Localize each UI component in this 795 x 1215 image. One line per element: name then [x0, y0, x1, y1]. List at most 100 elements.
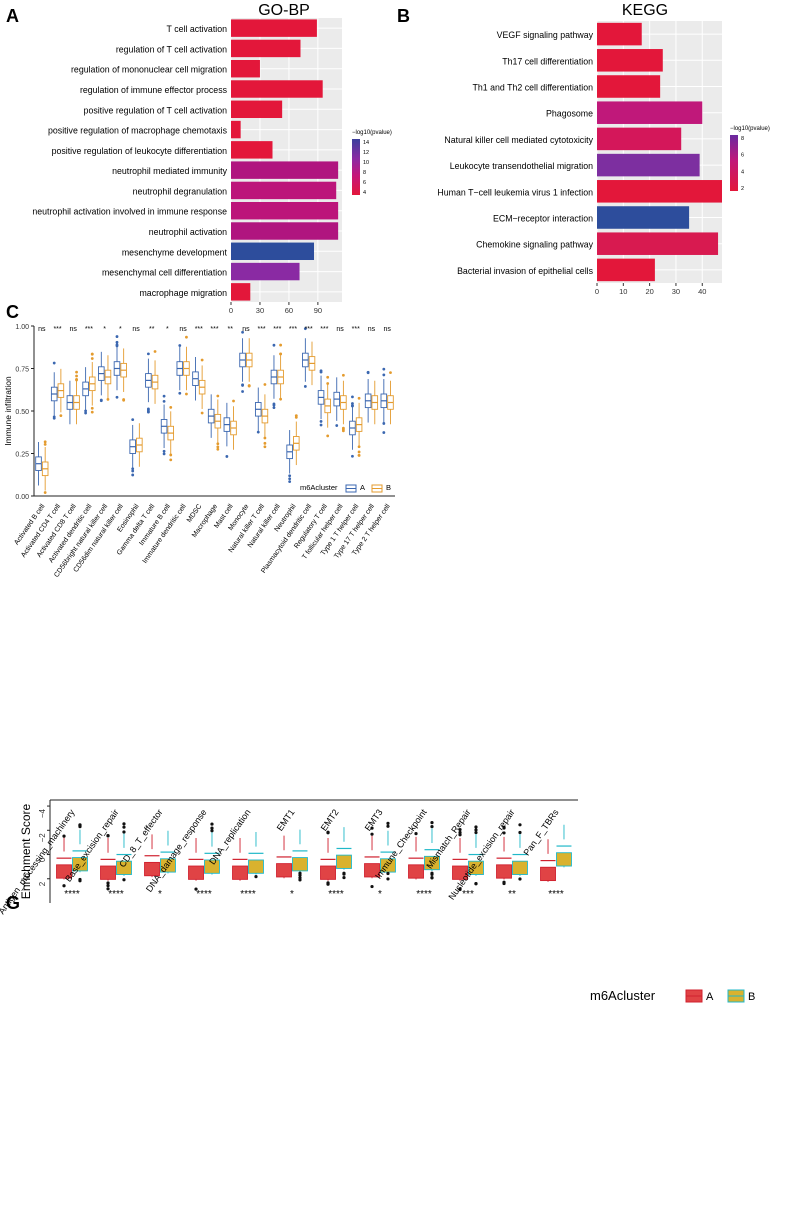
panelC-outlier	[241, 330, 244, 334]
panelC-outlier	[279, 397, 283, 401]
panelG-significance-label: **	[508, 889, 516, 900]
panelG-outlier	[254, 875, 258, 879]
panelB-bar	[597, 153, 700, 177]
panelC-outlier	[216, 447, 220, 451]
panelC-significance-label: ***	[320, 326, 328, 333]
panelC-significance-label: ns	[383, 326, 391, 333]
panelG-outlier	[474, 825, 478, 829]
panelC-significance-label: ***	[85, 326, 93, 333]
panelG-outlier	[474, 830, 478, 835]
panelG-outlier	[106, 834, 110, 838]
panelC-outlier	[382, 373, 386, 377]
panelC-panel-letter: C	[6, 302, 19, 322]
panelC-significance-label: **	[149, 326, 155, 333]
panelB-bar	[597, 258, 655, 282]
panelA-legend-label: 4	[363, 190, 366, 196]
panelG-outlier	[518, 877, 522, 881]
panelB-legend-label: 4	[741, 169, 744, 175]
panelG-category-label: DNA_replication	[207, 807, 252, 866]
panelG-box-b	[336, 854, 352, 869]
panelC-outlier	[162, 400, 166, 403]
panelB-category-label: VEGF signaling pathway	[497, 30, 594, 40]
panelG-outlier	[342, 875, 346, 880]
panelA-category-label: positive regulation of T cell activation	[84, 105, 228, 115]
panelA-legend-label: 8	[363, 170, 366, 176]
panelC-outlier	[84, 409, 88, 413]
panelG-outlier	[122, 878, 126, 882]
panelG-significance-label: ****	[548, 889, 564, 900]
panelC-outlier	[43, 491, 47, 494]
panelC-legend-title: m6Acluster	[300, 483, 338, 492]
panelC-outlier	[122, 398, 126, 402]
panelA-legend-label: 14	[363, 140, 369, 146]
panelC-outlier	[90, 357, 94, 360]
panelC-significance-label: ns	[38, 326, 46, 333]
panelC-significance-label: ns	[368, 326, 376, 333]
panelG-significance-label: *	[158, 889, 162, 900]
panelA-bar	[231, 100, 283, 119]
panelC-outlier	[146, 410, 150, 414]
panelB-legend-colorbar	[730, 135, 738, 191]
panelC-outlier	[319, 420, 323, 423]
panelC-outlier	[247, 384, 251, 388]
panelG-legend-label: B	[748, 991, 755, 1003]
panelC-outlier	[357, 396, 361, 400]
panelC-outlier	[178, 344, 182, 347]
panelC-outlier	[75, 374, 78, 378]
panelC-outlier	[272, 403, 276, 407]
panelC-outlier	[216, 442, 220, 446]
panelC-outlier	[115, 343, 119, 347]
panelC-outlier	[162, 452, 166, 456]
panelC-outlier	[90, 406, 94, 410]
panelC-outlier	[319, 369, 323, 373]
panelG-outlier	[106, 887, 110, 891]
panelG-y-axis-title: Enrichment Score	[19, 803, 33, 899]
panelC-outlier	[382, 422, 386, 425]
panelC-y-tick-label: 0.50	[15, 409, 29, 416]
panelG-category-label: EMT3	[363, 807, 385, 832]
panelC-outlier	[279, 352, 283, 356]
panelB-bar	[597, 232, 719, 255]
panelG-box-b	[424, 855, 440, 871]
panelC-outlier	[351, 404, 354, 408]
panelC-outlier	[216, 394, 220, 398]
panelA-bar	[231, 39, 301, 58]
panelC-outlier	[216, 445, 220, 449]
panelB-category-label: ECM−receptor interaction	[493, 214, 593, 224]
panelC-outlier	[225, 455, 229, 458]
panelB-x-tick-label: 30	[672, 287, 680, 296]
panelG-outlier	[326, 830, 330, 834]
panelC-outlier	[357, 454, 361, 457]
panelG-outlier	[298, 876, 302, 880]
panelA-legend-title: −log10(pvalue)	[352, 130, 392, 136]
panelG-box-b	[556, 852, 572, 867]
panelG-outlier	[386, 877, 390, 881]
panelC-outlier	[382, 367, 386, 371]
panelG-box-b	[72, 857, 88, 872]
panelC-y-tick-label: 1.00	[15, 324, 29, 331]
panelC-y-axis-title: Immune infiltration	[3, 376, 13, 446]
panelC-outlier	[43, 440, 47, 444]
panelG-category-label: Pan_F_TBRs	[521, 807, 560, 857]
panelC-outlier	[357, 450, 361, 454]
panelC-significance-label: ns	[336, 326, 344, 333]
panelC-significance-label: ***	[195, 326, 203, 333]
panelG-category-label: EMT2	[319, 807, 341, 832]
panelG-box-a	[320, 865, 336, 880]
panelG-box-a	[188, 865, 204, 880]
panelA-category-label: neutrophil activation	[149, 227, 227, 237]
panelC-outlier	[256, 430, 260, 434]
panelC-outlier	[131, 467, 135, 471]
panelA-title: GO-BP	[258, 2, 310, 19]
panelC-outlier	[169, 458, 173, 462]
panelG-outlier	[474, 881, 478, 886]
panelG-outlier	[414, 832, 418, 836]
panelG-outlier	[370, 832, 374, 836]
panelG-outlier	[458, 887, 462, 891]
panelC-y-tick-label: 0.25	[15, 452, 29, 459]
panelB-category-label: Chemokine signaling pathway	[476, 240, 593, 250]
panelC-outlier	[241, 390, 244, 393]
panelG-box-a	[276, 863, 292, 878]
panelG-outlier	[298, 878, 302, 882]
panelA-category-label: neutrophil activation involved in immune…	[32, 207, 227, 217]
